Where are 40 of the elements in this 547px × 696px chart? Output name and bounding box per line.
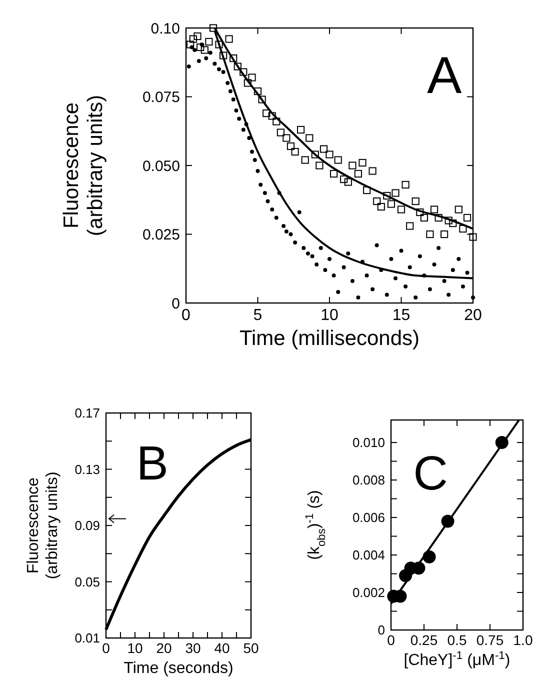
annotation: B [136,437,168,490]
x-tick-label: 30 [185,640,201,656]
x-tick-label: 0.75 [476,632,504,648]
y-tick-label: 0.13 [74,462,100,477]
y-tick-label: 0 [378,622,385,638]
y-tick-label: 0.10 [150,20,180,38]
y-tick-label: 0.008 [352,472,385,488]
y-tick-label: 0.05 [74,574,100,590]
x-axis-title: Time (milliseconds) [239,327,420,350]
x-tick-label: 1.0 [513,632,533,648]
x-tick-label: 5 [253,307,262,324]
x-tick-label: 0 [102,640,110,656]
y-tick-label: 0.004 [352,548,385,563]
x-tick-label: 15 [392,307,410,324]
x-tick-label: 0.5 [447,632,467,648]
y-tick-label: 0.010 [352,435,385,450]
x-tick-label: 40 [214,640,230,656]
y-axis-title: Fluorescence (arbitrary units) [25,472,61,580]
annotation: C [413,447,448,500]
y-tick-label: 0.01 [74,630,100,646]
x-axis-title: [CheY]$^{-1}$ (μM$^{-1}$) [404,650,510,669]
x-tick-label: 20 [464,307,482,324]
x-tick-label: 10 [127,640,143,656]
y-tick-label: 0.075 [142,89,180,106]
x-tick-label: 20 [156,640,172,656]
y-tick-label: 0.09 [74,518,100,534]
y-tick-label: 0.002 [352,585,385,600]
y-tick-label: 0 [172,295,180,312]
y-axis-title: Fluorescence (arbitrary units) [60,94,107,236]
x-tick-label: 0 [387,632,396,648]
x-tick-label: 0.25 [410,632,438,648]
y-tick-label: 0.006 [352,510,385,526]
y-tick-label: 0.025 [142,226,180,244]
annotation: A [426,46,462,105]
x-tick-label: 10 [320,307,338,324]
x-tick-label: 0 [182,307,191,324]
y-tick-label: 0.050 [142,158,180,175]
x-tick-label: 50 [243,640,259,656]
y-tick-label: 0.17 [74,406,100,421]
x-axis-title: Time (seconds) [124,660,234,677]
